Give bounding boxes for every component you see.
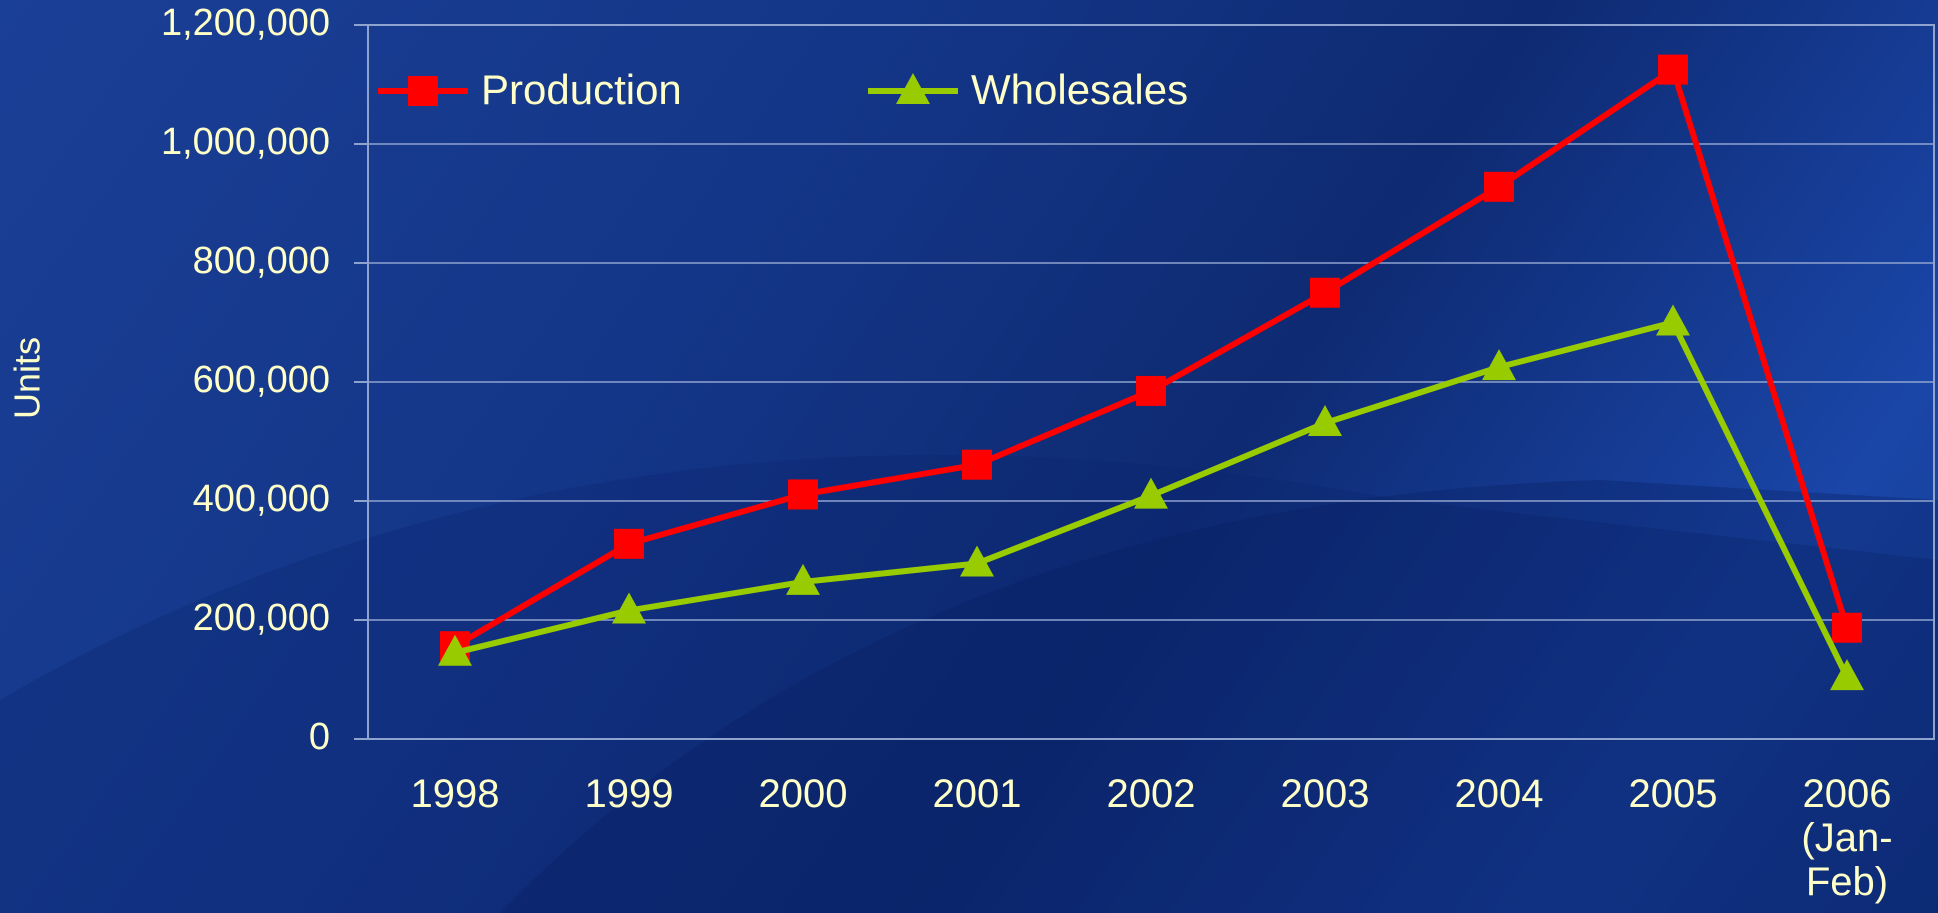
data-point xyxy=(1134,477,1168,509)
data-point xyxy=(1482,349,1516,381)
data-point xyxy=(1658,54,1688,85)
data-point xyxy=(786,563,820,595)
y-tick-label: 200,000 xyxy=(193,597,330,639)
data-point xyxy=(1484,171,1514,202)
data-point xyxy=(1656,304,1690,336)
data-point xyxy=(1830,659,1864,691)
x-tick-label: 2003 xyxy=(1280,772,1370,816)
data-point xyxy=(614,528,644,559)
x-tick-label: 1999 xyxy=(584,772,674,816)
data-point xyxy=(612,592,646,624)
data-point xyxy=(438,634,472,666)
data-point xyxy=(1310,277,1340,308)
y-tick-label: 400,000 xyxy=(193,478,330,520)
data-point xyxy=(1308,405,1342,437)
x-tick-label: 2005 xyxy=(1628,772,1718,816)
data-point xyxy=(1136,375,1166,406)
legend-label: Wholesales xyxy=(971,66,1188,113)
x-tick-label: 1998 xyxy=(410,772,500,816)
y-tick-label: 1,200,000 xyxy=(161,2,330,44)
x-tick-label: 2004 xyxy=(1454,772,1544,816)
legend-marker xyxy=(408,76,438,106)
y-tick-label: 600,000 xyxy=(193,359,330,401)
x-tick-label: 2001 xyxy=(932,772,1022,816)
y-axis-label: Units xyxy=(7,337,48,419)
y-tick-label: 0 xyxy=(309,716,330,758)
data-point xyxy=(960,545,994,577)
legend-marker xyxy=(896,73,930,104)
data-point xyxy=(788,479,818,510)
background-swoosh xyxy=(500,480,1938,913)
x-tick-label: 2002 xyxy=(1106,772,1196,816)
y-tick-label: 1,000,000 xyxy=(161,121,330,163)
data-point xyxy=(1832,612,1862,643)
x-tick-label: 2000 xyxy=(758,772,848,816)
legend-label: Production xyxy=(481,66,682,113)
background-swoosh xyxy=(0,455,1938,913)
x-tick-label: 2006 (Jan-Feb) xyxy=(1801,772,1893,904)
data-point xyxy=(962,449,992,480)
y-tick-label: 800,000 xyxy=(193,240,330,282)
